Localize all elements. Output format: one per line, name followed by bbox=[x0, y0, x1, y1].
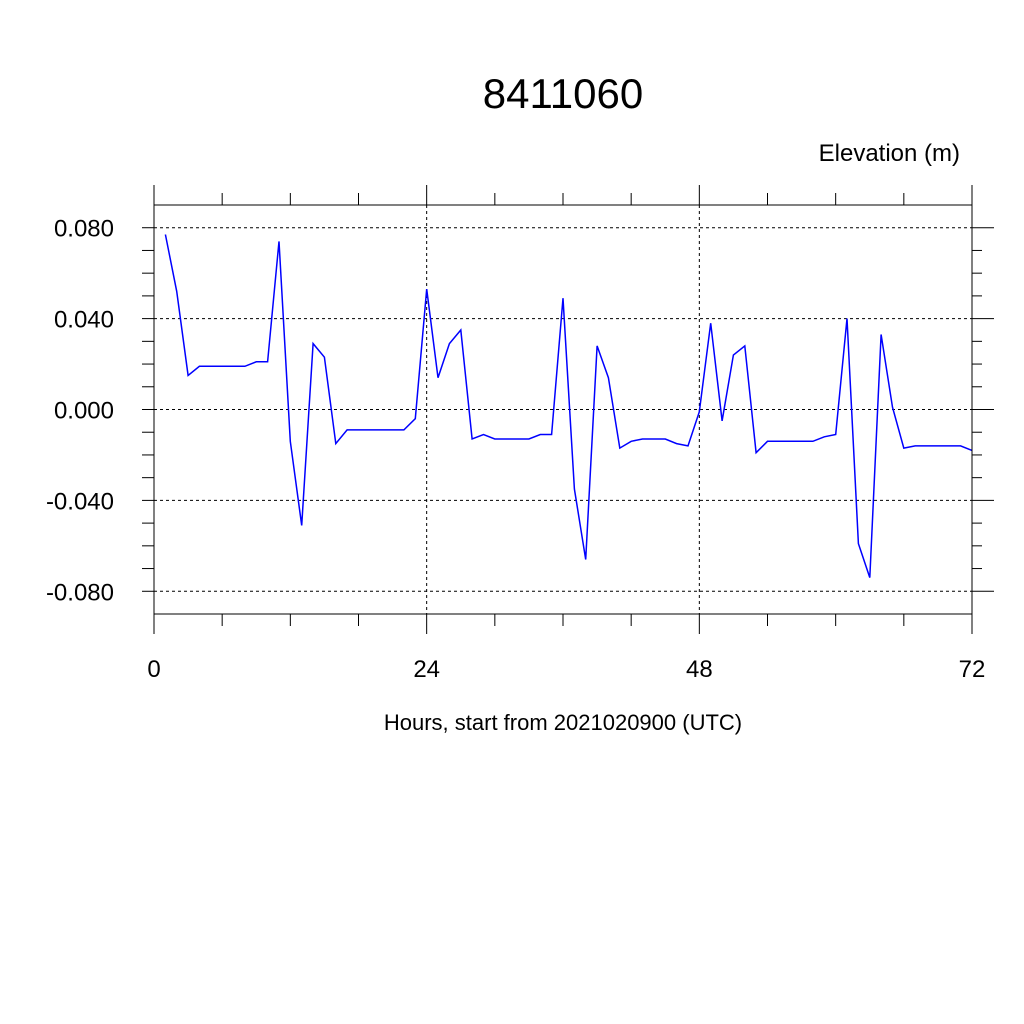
y-tick-label: 0.040 bbox=[54, 307, 114, 334]
series-layer bbox=[164, 234, 973, 578]
y-tick-label: 0.000 bbox=[54, 398, 114, 425]
series-line bbox=[164, 234, 973, 578]
y-tick-label: -0.040 bbox=[46, 488, 114, 515]
axis-ticks bbox=[142, 185, 994, 634]
y-tick-label: -0.080 bbox=[46, 579, 114, 606]
tick-labels: 0.080 0.040 0.000 -0.040 -0.080 0 24 48 72 bbox=[46, 216, 985, 683]
plot-frame bbox=[153, 204, 973, 615]
x-tick-label: 24 bbox=[413, 656, 440, 683]
x-tick-label: 48 bbox=[686, 656, 713, 683]
x-axis-label: Hours, start from 2021020900 (UTC) bbox=[384, 710, 742, 735]
chart-title: 8411060 bbox=[483, 70, 643, 117]
y-tick-label: 0.080 bbox=[54, 216, 114, 243]
y-axis-label: Elevation (m) bbox=[819, 140, 960, 167]
x-tick-label: 72 bbox=[959, 656, 986, 683]
x-tick-label: 0 bbox=[147, 656, 160, 683]
